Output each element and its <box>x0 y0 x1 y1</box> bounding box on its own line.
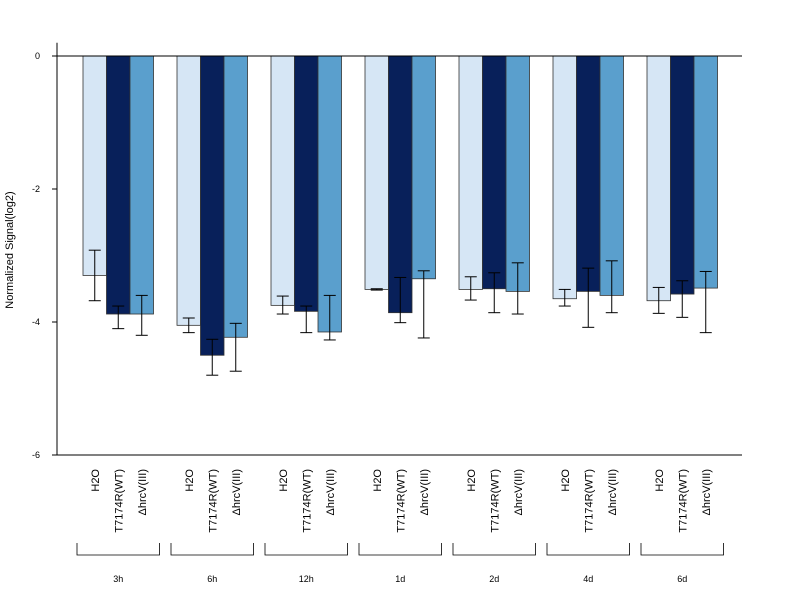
bar <box>411 55 436 280</box>
y-axis-label: Normalized Signal(log2) <box>4 191 16 308</box>
category-label: T7174R(WT) <box>489 469 501 533</box>
bar <box>482 55 507 290</box>
group-label: 12h <box>299 574 314 584</box>
group-bracket <box>170 543 254 556</box>
y-tick-label: -4 <box>32 317 40 327</box>
group-label: 4d <box>583 574 593 584</box>
category-label: H2O <box>184 469 196 492</box>
category-label: ΔhrcV(III) <box>607 469 619 515</box>
category-label: H2O <box>372 469 384 492</box>
category-label: H2O <box>466 469 478 492</box>
bar <box>200 55 225 356</box>
category-label: ΔhrcV(III) <box>325 469 337 515</box>
bar <box>317 55 342 333</box>
group-bracket <box>76 543 160 556</box>
bar <box>364 55 389 290</box>
bar <box>670 55 695 295</box>
bar <box>646 55 671 302</box>
category-label: ΔhrcV(III) <box>419 469 431 515</box>
group-bracket <box>640 543 724 556</box>
bar <box>693 55 718 289</box>
group-bracket <box>264 543 348 556</box>
y-tick-label: -6 <box>32 450 40 460</box>
group-bracket <box>358 543 442 556</box>
category-label: ΔhrcV(III) <box>701 469 713 515</box>
bar <box>223 55 248 338</box>
bar <box>552 55 577 300</box>
y-tick-label: -2 <box>32 184 40 194</box>
bar <box>106 55 131 315</box>
bar <box>176 55 201 326</box>
group-label: 1d <box>395 574 405 584</box>
bar <box>505 55 530 292</box>
category-label: T7174R(WT) <box>583 469 595 533</box>
group-label: 2d <box>489 574 499 584</box>
group-bracket <box>546 543 630 556</box>
bar <box>82 55 107 276</box>
category-label: ΔhrcV(III) <box>513 469 525 515</box>
category-label: H2O <box>90 469 102 492</box>
bar <box>458 55 483 290</box>
bar <box>129 55 154 315</box>
category-label: T7174R(WT) <box>395 469 407 533</box>
y-tick-label: 0 <box>35 51 40 61</box>
category-label: H2O <box>560 469 572 492</box>
category-label: T7174R(WT) <box>207 469 219 533</box>
group-label: 6d <box>677 574 687 584</box>
group-bracket <box>452 543 536 556</box>
bar <box>576 55 601 292</box>
category-label: H2O <box>654 469 666 492</box>
plot-area: 0 -2 -4 -6 H2O T7174R(WT) ΔhrcV(III) 3h H2O T7174… <box>32 42 742 584</box>
bar <box>599 55 624 296</box>
category-label: T7174R(WT) <box>677 469 689 533</box>
category-label: T7174R(WT) <box>301 469 313 533</box>
category-label: ΔhrcV(III) <box>137 469 149 515</box>
group-label: 6h <box>207 574 217 584</box>
category-label: ΔhrcV(III) <box>231 469 243 515</box>
category-label: H2O <box>278 469 290 492</box>
bar <box>294 55 319 312</box>
bar <box>270 55 295 306</box>
group-label: 3h <box>113 574 123 584</box>
bar <box>388 55 413 314</box>
category-label: T7174R(WT) <box>113 469 125 533</box>
